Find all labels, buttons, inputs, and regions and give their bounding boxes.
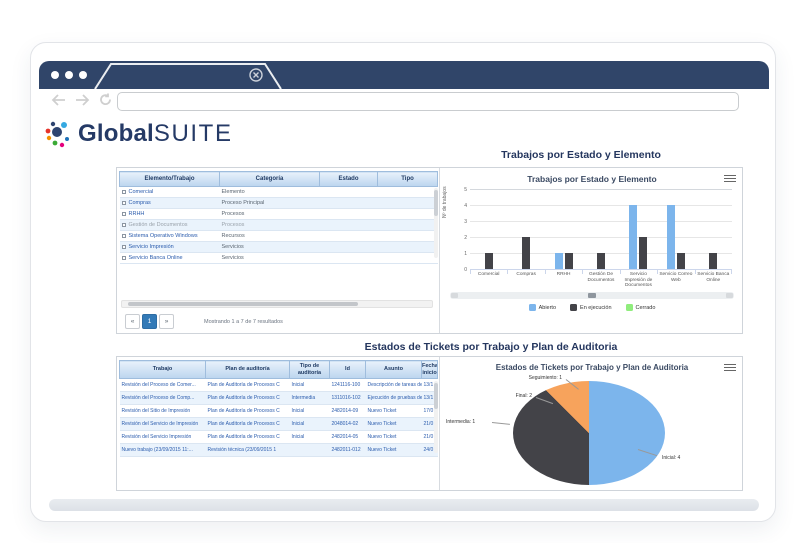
column-header[interactable]: Trabajo [119,360,206,379]
table1-horizontal-scrollbar[interactable] [121,300,433,308]
bar-En ejecución[interactable] [709,253,718,269]
tree-expand-icon[interactable] [121,222,126,227]
x-axis-label: Compras [516,272,536,277]
table-row[interactable]: Gestión de Documentos Procesos [119,219,438,231]
x-axis-label: Servicio Impresión de Documentos [624,272,653,289]
table-row[interactable]: Compras Proceso Principal [119,197,438,209]
column-header[interactable]: Asunto [365,360,422,379]
x-axis-label: RRHH [556,272,571,277]
chart-menu-icon[interactable] [724,173,736,183]
browser-toolbar [39,89,769,117]
window-dot-icon[interactable] [65,71,73,79]
pager-page-1-button[interactable]: 1 [142,314,157,329]
table-row[interactable]: Servicio Banca Online Servicios [119,252,438,264]
column-header[interactable]: Tipo de auditoría [289,360,330,379]
close-tab-icon [249,68,263,82]
table-row[interactable]: RRHH Procesos [119,208,438,220]
pager-prev-button[interactable]: « [125,314,140,329]
reload-icon[interactable] [99,93,112,106]
mockup-base-bar [49,499,759,511]
table-row[interactable]: Revisión del Proceso de Comer... Plan de … [119,378,438,392]
table1-pager: « 1 » Mostrando 1 a 7 de 7 resultados [125,314,283,329]
section2-title: Estados de Tickets por Trabajo y Plan de… [364,341,618,353]
pie-label-intermedia: Intermedia: 1 [446,419,476,425]
chart-menu-icon[interactable] [724,362,736,372]
table-row[interactable]: Revisión del Proceso de Comp... Plan de A… [119,391,438,405]
table-row[interactable]: Nuevo trabajo (23/09/2015 11:... Revisión… [119,443,438,457]
pie-label-seguimiento: Seguimiento: 1 [528,375,562,381]
brand-name: GlobalSUITE [78,120,233,147]
bar-chart-title: Trabajos por Estado y Elemento [527,174,657,184]
table-row[interactable]: Revisión del Servicio de Impresión Plan d… [119,417,438,431]
column-header[interactable]: Elemento/Trabajo [119,171,220,187]
window-dot-icon[interactable] [51,71,59,79]
bar-chart-plot [470,189,732,274]
bar-chart-ylabel: Nº de trabajos [442,186,448,218]
legend-item[interactable]: Cerrado [625,304,655,311]
bar-En ejecución[interactable] [484,253,493,269]
table-row[interactable]: Comercial Elemento [119,186,438,198]
bar-En ejecución[interactable] [639,237,648,269]
table-row[interactable]: Servicio Impresión Servicios [119,241,438,253]
bar-chart: Trabajos por Estado y Elemento Nº de tra… [439,168,744,333]
pie-chart-title: Estados de Tickets por Trabajo y Plan de… [495,363,689,372]
forward-icon[interactable] [75,93,90,106]
panel-trabajos: Elemento/Trabajo Categoría Estado Tipo Come… [116,167,743,334]
column-header[interactable]: Fecha inicio [421,360,438,379]
pager-next-button[interactable]: » [159,314,174,329]
globalsuite-logo-icon [45,121,69,148]
x-axis-label: Servicio Correo Web [659,272,693,283]
table-row[interactable]: Revisión del Sitio de Impresión Plan de A… [119,404,438,418]
pie-label-inicial: Inicial: 4 [662,455,681,461]
browser-titlebar [39,61,769,89]
bar-chart-legend: Abierto En ejecución Cerrado [440,304,744,311]
chart-range-scrollbar[interactable] [450,292,734,299]
column-header[interactable]: Tipo [377,171,438,187]
bar-En ejecución[interactable] [522,237,531,269]
url-input[interactable] [117,92,739,111]
globalsuite-logo: GlobalSUITE [45,119,233,149]
bar-En ejecución[interactable] [564,253,573,269]
bar-Abierto[interactable] [629,205,638,269]
browser-mockup: GlobalSUITE Trabajos por Estado y Elemen… [30,42,776,522]
bar-Abierto[interactable] [554,253,563,269]
tickets-table: Trabajo Plan de auditoría Tipo de auditorí… [119,360,438,457]
tree-expand-icon[interactable] [121,200,126,205]
window-dot-icon[interactable] [79,71,87,79]
bar-En ejecución[interactable] [676,253,685,269]
tree-expand-icon[interactable] [121,244,126,249]
table1-vertical-scrollbar[interactable] [434,188,438,258]
x-axis-label: Gestión De Documentos [587,272,615,283]
back-icon[interactable] [51,93,66,106]
column-header[interactable]: Estado [319,171,378,187]
pie-label-final: Final: 2 [515,393,532,399]
bar-Abierto[interactable] [666,205,675,269]
tickets-table-area: Trabajo Plan de auditoría Tipo de auditorí… [117,357,439,490]
pie-chart: Estados de Tickets por Trabajo y Plan de… [439,357,744,490]
tree-expand-icon[interactable] [121,233,126,238]
tree-expand-icon[interactable] [121,189,126,194]
elements-table: Elemento/Trabajo Categoría Estado Tipo Come… [119,171,438,264]
x-axis-label: Comercial [477,272,500,277]
tree-expand-icon[interactable] [121,211,126,216]
browser-tab[interactable] [89,61,309,89]
column-header[interactable]: Plan de auditoría [205,360,290,379]
table-row[interactable]: Revisión del Servicio Impresión Plan de A… [119,430,438,444]
tree-expand-icon[interactable] [121,255,126,260]
section1-title: Trabajos por Estado y Elemento [501,149,661,161]
column-header[interactable]: Id [329,360,366,379]
column-header[interactable]: Categoría [219,171,320,187]
panel-tickets: Trabajo Plan de auditoría Tipo de auditorí… [116,356,743,491]
pager-summary: Mostrando 1 a 7 de 7 resultados [204,318,283,325]
legend-item[interactable]: Abierto [528,304,556,311]
table2-vertical-scrollbar[interactable] [434,381,438,453]
legend-item[interactable]: En ejecución [570,304,612,311]
table-row[interactable]: Sistema Operativo Windows Recursos [119,230,438,242]
bar-En ejecución[interactable] [597,253,605,269]
x-axis-label: Servicio Banca Online [697,272,730,283]
elements-table-area: Elemento/Trabajo Categoría Estado Tipo Come… [117,168,439,333]
